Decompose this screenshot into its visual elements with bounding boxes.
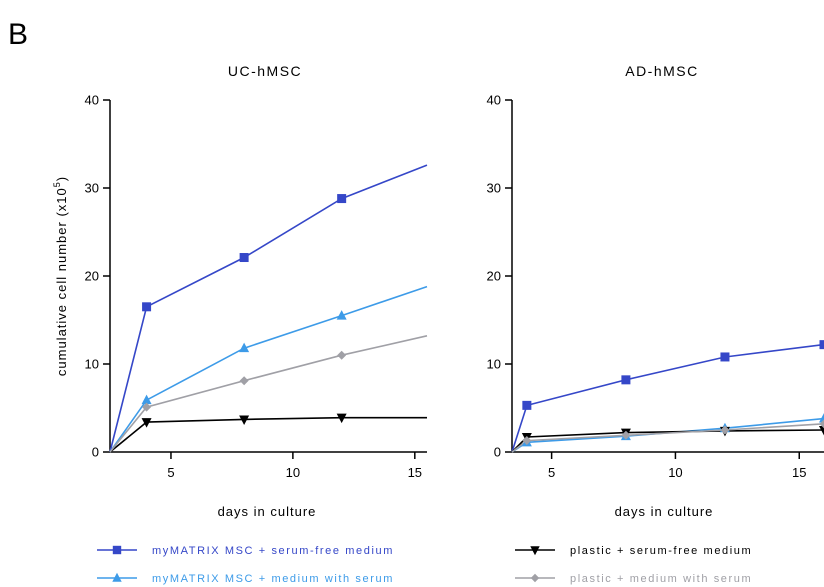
series-line-0	[109, 164, 428, 453]
data-point	[336, 413, 347, 424]
data-point	[336, 310, 347, 320]
y-axis-label-superscript: 5	[52, 181, 62, 187]
legend-label: plastic + medium with serum	[570, 573, 752, 585]
data-point	[141, 394, 152, 405]
axes: 0 10 20 30 40 5 10 15	[487, 93, 824, 480]
legend-marker	[112, 545, 122, 555]
chart-title: UC-hMSC	[228, 63, 302, 79]
axes: 0 10 20 30 40 5 10 15	[85, 93, 427, 480]
x-tick-label: 5	[167, 465, 174, 480]
data-point	[141, 418, 152, 428]
data-point	[621, 375, 631, 385]
legend-label: myMATRIX MSC + medium with serum	[152, 573, 394, 585]
y-axis-label-suffix: )	[54, 176, 69, 181]
y-tick-label: 10	[85, 357, 99, 372]
legend-item: plastic + medium with serum	[515, 573, 752, 585]
panel-letter: B	[8, 18, 28, 51]
y-tick-label: 10	[487, 357, 501, 372]
data-point	[819, 426, 824, 436]
data-point	[142, 402, 152, 412]
data-point	[522, 436, 532, 446]
y-tick-label: 40	[85, 93, 99, 108]
data-point	[621, 430, 631, 440]
x-axis-label: days in culture	[218, 504, 317, 519]
legend-label: plastic + serum-free medium	[570, 545, 752, 557]
data-point	[337, 194, 347, 204]
legend-marker	[530, 546, 540, 556]
y-tick-label: 30	[85, 181, 99, 196]
legend-label: myMATRIX MSC + serum-free medium	[152, 545, 394, 557]
legend-item: myMATRIX MSC + serum-free medium	[97, 545, 394, 557]
legend-marker	[112, 572, 122, 582]
data-point	[819, 340, 824, 350]
data-point	[522, 400, 532, 410]
y-tick-label: 0	[92, 445, 99, 460]
series-lines	[511, 343, 824, 453]
data-point	[720, 352, 730, 362]
series-line-2	[109, 416, 427, 453]
chart-title: AD-hMSC	[625, 63, 699, 79]
data-point	[239, 376, 249, 386]
data-point	[720, 425, 730, 435]
data-point	[337, 350, 347, 360]
y-tick-label: 20	[487, 269, 501, 284]
y-tick-label: 40	[487, 93, 501, 108]
series-line-3	[511, 423, 824, 453]
legend-marker	[530, 573, 540, 583]
series-markers	[521, 340, 824, 447]
x-axis-label: days in culture	[615, 504, 714, 519]
data-point	[819, 419, 824, 429]
y-tick-label: 30	[487, 181, 501, 196]
legend-item: myMATRIX MSC + medium with serum	[97, 572, 394, 585]
y-tick-label: 20	[85, 269, 99, 284]
data-point	[239, 415, 250, 425]
x-tick-label: 15	[792, 465, 806, 480]
x-tick-label: 10	[286, 465, 300, 480]
y-tick-label: 0	[494, 445, 501, 460]
data-point	[142, 302, 152, 312]
data-point	[239, 342, 250, 353]
series-lines	[109, 164, 428, 453]
data-point	[239, 253, 249, 263]
x-tick-label: 10	[668, 465, 682, 480]
series-line-1	[109, 285, 428, 453]
legend: myMATRIX MSC + serum-free medium plastic …	[97, 545, 752, 585]
chart-uc-hmsc: UC-hMSC 0 10 20 30 40 5 10 15 days in culture c…	[52, 63, 428, 519]
series-markers	[141, 194, 347, 428]
x-tick-label: 15	[408, 465, 422, 480]
legend-item: plastic + serum-free medium	[515, 545, 752, 557]
y-axis-label-main: cumulative cell number (x10	[54, 187, 69, 376]
chart-ad-hmsc: AD-hMSC 0 10 20 30 40 5 10 15 days in culture	[487, 63, 824, 519]
y-axis-label: cumulative cell number (x105)	[52, 176, 69, 376]
x-tick-label: 5	[548, 465, 555, 480]
data-point	[819, 413, 824, 423]
